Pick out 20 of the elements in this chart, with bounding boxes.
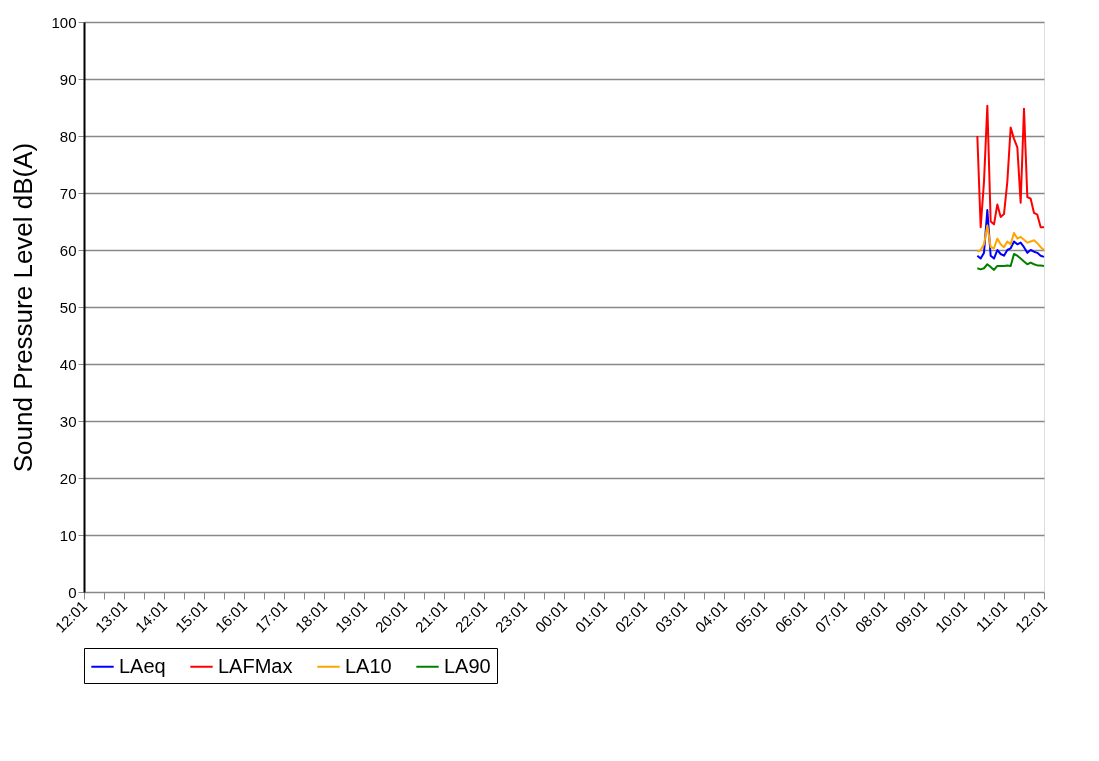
- y-tick-label: 60: [59, 241, 77, 259]
- y-tick-label: 0: [68, 583, 77, 601]
- legend-label: LA10: [345, 654, 392, 677]
- line-series: [976, 224, 1045, 253]
- y-tick-label: 20: [59, 469, 77, 487]
- legend-label: LAeq: [119, 654, 166, 677]
- legend-label: LA90: [444, 654, 491, 677]
- line-series: [976, 104, 1045, 229]
- legend-label: LAFMax: [218, 654, 293, 677]
- y-tick-label: 90: [59, 70, 77, 88]
- y-tick-label: 40: [59, 355, 77, 373]
- line-series: [976, 252, 1045, 271]
- y-tick-label: 50: [59, 298, 77, 316]
- y-tick-label: 30: [59, 412, 77, 430]
- y-tick-label: 10: [59, 526, 77, 544]
- line-series: [976, 209, 1045, 260]
- y-tick-label: 100: [51, 13, 77, 31]
- y-tick-label: 80: [59, 127, 77, 145]
- y-axis-title: Sound Pressure Level dB(A): [8, 142, 39, 473]
- y-tick-label: 70: [59, 184, 77, 202]
